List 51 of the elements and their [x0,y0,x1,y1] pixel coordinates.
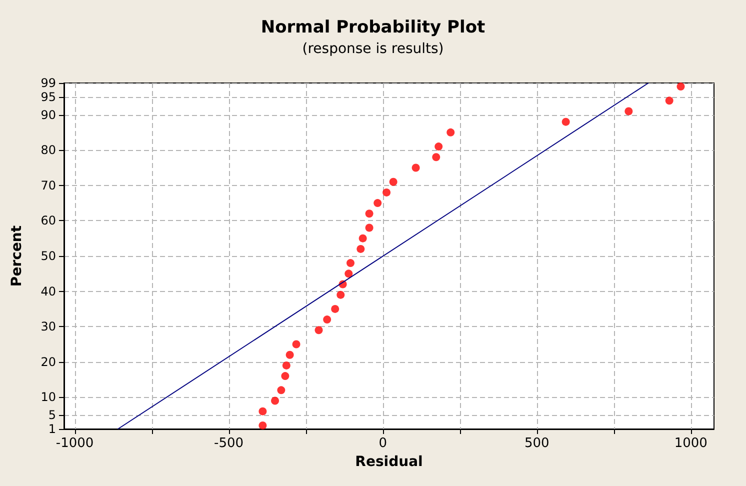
chart-subtitle: (response is results) [302,41,444,57]
point [258,421,267,430]
point [665,96,674,105]
y-tick-label: 40 [40,284,56,298]
y-axis-title: Percent [9,225,25,287]
point [281,372,290,380]
y-tick-label: 50 [40,249,56,263]
point [412,164,420,172]
point [365,210,374,218]
point [624,107,633,116]
point [432,153,440,162]
point [382,188,391,196]
y-tick-label: 80 [40,143,56,158]
y-tick-label: 5 [48,408,56,422]
x-tick-label: 500 [524,436,550,451]
y-tick-label: 95 [40,90,56,104]
point [365,224,374,232]
point [336,290,345,299]
x-tick-label: -500 [214,436,244,451]
point [358,234,367,242]
point [374,199,382,208]
y-tick-label: 99 [40,76,56,90]
chart-title: Normal Probability Plot [260,18,486,38]
point [282,361,290,370]
point [344,270,353,278]
point [446,128,455,136]
point [286,350,294,359]
point [331,304,340,313]
point [434,142,443,151]
y-tick-label: 60 [40,214,56,228]
x-tick-label: 0 [378,436,387,451]
point [277,386,286,394]
point [292,340,300,348]
y-tick-label: 20 [40,354,56,369]
point [314,326,323,334]
x-axis-title: Residual [355,454,423,470]
y-tick-label: 1 [48,422,56,436]
y-tick-label: 90 [40,108,56,122]
y-tick-label: 70 [40,178,56,192]
point [258,407,267,416]
point [562,118,570,126]
y-tick-label: 30 [40,320,56,334]
point [323,316,332,324]
point [676,82,685,91]
y-tick-label: 10 [40,390,56,404]
x-tick-label: -1000 [56,436,94,451]
x-tick-label: 1000 [674,436,708,451]
point [346,259,354,268]
point [271,396,280,405]
point [389,178,398,186]
point [356,244,365,253]
